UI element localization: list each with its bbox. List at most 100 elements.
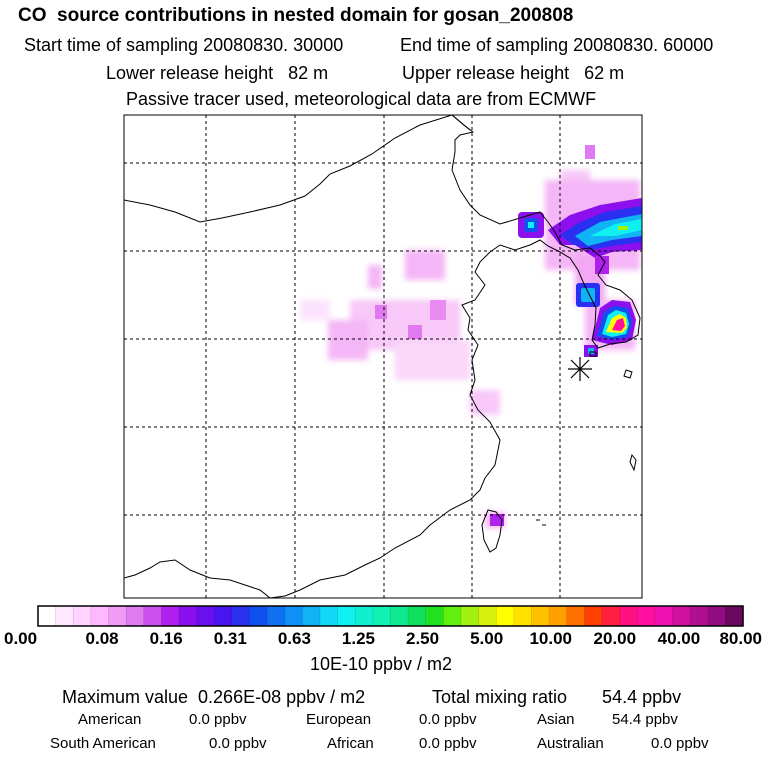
plume-cell [585, 145, 595, 159]
colorbar-tick-label: 0.08 [86, 629, 119, 648]
coastlines [124, 115, 641, 598]
colorbar-swatch [637, 606, 656, 626]
colorbar-swatch [302, 606, 321, 626]
plume-cell [430, 300, 446, 320]
region-value: 0.0 ppbv [419, 711, 477, 728]
colorbar-tick-label: 0.31 [214, 629, 247, 648]
region-value: 0.0 ppbv [419, 735, 477, 752]
colorbar-swatch [566, 606, 585, 626]
colorbar-swatch [390, 606, 409, 626]
colorbar-tick-label: 5.00 [470, 629, 503, 648]
colorbar-swatch [249, 606, 268, 626]
region-name: African [327, 735, 374, 752]
upper-release-label: Upper release height 62 m [402, 63, 625, 83]
plume-cell [470, 390, 500, 415]
tracer-label: Passive tracer used, meteorological data… [126, 89, 597, 109]
colorbar-swatch [584, 606, 603, 626]
plume-cell [588, 348, 594, 354]
lower-release-label: Lower release height 82 m [106, 63, 329, 83]
region-name: European [306, 711, 372, 728]
plume-cell [375, 305, 387, 319]
region-value: 0.0 ppbv [189, 711, 247, 728]
region-name: Asian [537, 711, 575, 728]
plume-cell [408, 325, 422, 339]
plume-cell [300, 300, 330, 320]
colorbar-tick-label: 1.25 [342, 629, 375, 648]
colorbar-swatch [143, 606, 162, 626]
plume-cell [581, 288, 595, 302]
start-time-label: Start time of sampling 20080830. 30000 [24, 35, 344, 55]
plume-cell [490, 514, 504, 526]
total-mixing-label: Total mixing ratio 54.4 ppbv [432, 687, 682, 707]
colorbar-swatch [126, 606, 145, 626]
colorbar-swatch [196, 606, 215, 626]
region-name: South American [50, 735, 156, 752]
colorbar [37, 605, 744, 627]
colorbar-swatch [355, 606, 374, 626]
colorbar-swatch [513, 606, 533, 626]
colorbar-tick-label: 10.00 [529, 629, 572, 648]
max-value-label: Maximum value 0.266E-08 ppbv / m2 [62, 687, 366, 707]
colorbar-swatch [337, 606, 356, 626]
colorbar-tick-label: 0.63 [278, 629, 311, 648]
colorbar-swatch [443, 606, 462, 626]
colorbar-swatch [619, 606, 638, 626]
colorbar-swatch [531, 606, 550, 626]
colorbar-tick-labels: 0.00 0.08 0.16 0.31 0.63 1.25 2.50 5.00 10.00 20.… [4, 629, 762, 648]
region-value: 0.0 ppbv [651, 735, 709, 752]
colorbar-swatch [320, 606, 339, 626]
colorbar-swatch [214, 606, 233, 626]
colorbar-swatch [284, 606, 303, 626]
colorbar-swatch [267, 606, 286, 626]
colorbar-swatch [38, 606, 57, 626]
colorbar-tick-label: 0.00 [4, 629, 37, 648]
colorbar-tick-label: 0.16 [150, 629, 183, 648]
region-name: American [78, 711, 142, 728]
colorbar-tick-label: 80.00 [719, 629, 762, 648]
plume-layer [300, 145, 642, 528]
colorbar-swatch [408, 606, 427, 626]
colorbar-swatch [372, 606, 392, 626]
plume-cell [368, 265, 382, 289]
map-frame [123, 114, 643, 599]
colorbar-swatch [179, 606, 198, 626]
colorbar-swatch [496, 606, 515, 626]
colorbar-swatch [55, 606, 74, 626]
map-grid [124, 115, 642, 598]
chart-title: CO source contributions in nested domain… [18, 5, 574, 26]
colorbar-swatch [478, 606, 497, 626]
colorbar-swatch [461, 606, 480, 626]
region-name: Australian [537, 735, 604, 752]
plume-cell [612, 318, 625, 331]
colorbar-swatch [725, 606, 744, 626]
colorbar-swatch [90, 606, 110, 626]
colorbar-swatch [654, 606, 674, 626]
plume-cell [618, 226, 628, 230]
colorbar-swatch [231, 606, 251, 626]
plume-cell [528, 222, 534, 228]
colorbar-swatch [690, 606, 709, 626]
colorbar-swatch [73, 606, 92, 626]
plume-cell [395, 340, 470, 380]
colorbar-swatch [108, 606, 127, 626]
colorbar-swatch [161, 606, 180, 626]
end-time-label: End time of sampling 20080830. 60000 [400, 35, 714, 55]
colorbar-tick-label: 40.00 [658, 629, 701, 648]
plume-cell [328, 320, 368, 360]
colorbar-tick-label: 20.00 [594, 629, 637, 648]
colorbar-swatch [672, 606, 691, 626]
colorbar-swatch [549, 606, 568, 626]
plume-cell [595, 256, 609, 274]
plume-cell [590, 219, 642, 236]
colorbar-frame [37, 605, 744, 627]
plume-cell [405, 250, 445, 280]
colorbar-unit-label: 10E-10 ppbv / m2 [310, 654, 452, 674]
colorbar-tick-label: 2.50 [406, 629, 439, 648]
region-value: 0.0 ppbv [209, 735, 267, 752]
station-marker [568, 357, 592, 381]
colorbar-swatch [425, 606, 444, 626]
colorbar-swatch [602, 606, 621, 626]
region-value: 54.4 ppbv [612, 711, 678, 728]
colorbar-swatch [707, 606, 726, 626]
